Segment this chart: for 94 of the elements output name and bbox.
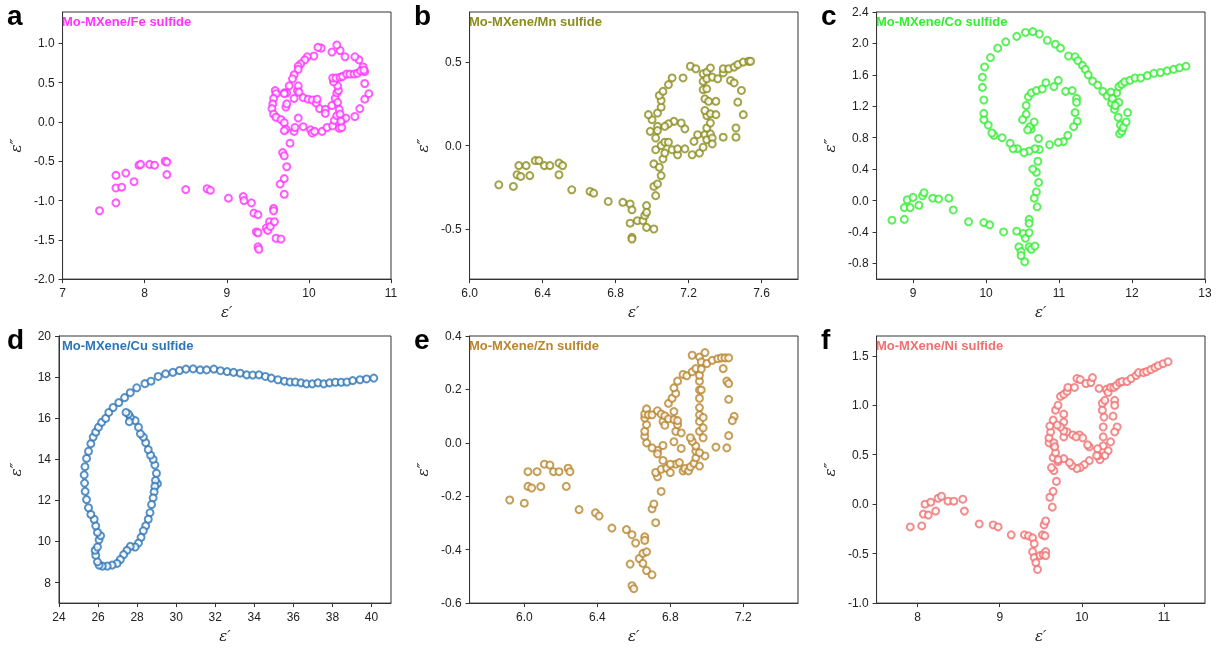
y-tick-label: 16 <box>37 411 52 426</box>
x-tick-label: 6.8 <box>661 610 679 625</box>
y-tick-label: 1.0 <box>851 398 869 413</box>
y-axis-title: ε″ <box>413 138 432 153</box>
x-tick-label: 7.6 <box>753 286 771 301</box>
y-tick-label: 1.6 <box>851 67 869 82</box>
x-tick-label: 28 <box>130 610 145 625</box>
y-tick-label: 0.0 <box>851 497 869 512</box>
x-tick-label: 11 <box>384 286 398 301</box>
chart-title: f <box>821 323 831 355</box>
x-tick-label: 36 <box>286 610 301 625</box>
text: Mo-MXene/Ni sulfide <box>876 337 1004 353</box>
chart-title: e <box>414 323 430 355</box>
series-label: Mo-MXene/Cu sulfide <box>62 337 194 353</box>
y-tick-label: -2.0 <box>33 272 55 287</box>
x-tick-label: 10 <box>1075 610 1089 625</box>
y-tick-label: -0.5 <box>847 546 869 561</box>
y-tick-label: -0.4 <box>440 542 462 557</box>
x-tick-label: 9 <box>909 286 917 301</box>
y-axis-title: ε″ <box>820 138 839 153</box>
y-tick-label: 0.0 <box>444 138 462 153</box>
x-tick-label: 6.8 <box>607 286 625 301</box>
x-tick-label: 6.4 <box>534 286 552 301</box>
y-tick-label: 20 <box>37 329 52 343</box>
y-tick-label: 0.4 <box>444 329 462 343</box>
y-tick-label: 0.0 <box>444 435 462 450</box>
x-tick-label: 6.0 <box>515 610 533 625</box>
x-axis-title: ε′ <box>219 626 232 645</box>
y-tick-label: -1.0 <box>847 596 869 611</box>
x-axis-title: ε′ <box>628 626 641 645</box>
x-tick-label: 8 <box>141 286 149 301</box>
x-tick-label: 9 <box>223 286 231 301</box>
x-tick-label: 34 <box>247 610 262 625</box>
x-tick-label: 24 <box>52 610 66 625</box>
x-tick-label: 30 <box>169 610 184 625</box>
y-tick-label: 0.5 <box>851 447 869 462</box>
y-tick-label: 0.0 <box>851 193 869 208</box>
x-tick-label: 26 <box>91 610 106 625</box>
x-tick-label: 7.2 <box>680 286 698 301</box>
x-tick-label: 6.4 <box>588 610 606 625</box>
text: Mo-MXene/Zn sulfide <box>469 337 599 353</box>
y-tick-label: -0.8 <box>847 256 869 271</box>
y-tick-label: -0.6 <box>440 596 462 611</box>
y-tick-label: 2.4 <box>851 5 869 19</box>
chart-title: c <box>821 0 837 31</box>
y-tick-label: 18 <box>37 370 52 385</box>
y-tick-label: 0.2 <box>444 382 462 397</box>
y-axis-title: ε″ <box>820 462 839 477</box>
x-axis-title: ε′ <box>628 302 641 321</box>
x-tick-label: 32 <box>208 610 223 625</box>
y-tick-label: -0.4 <box>847 224 869 239</box>
y-tick-label: -0.2 <box>440 489 462 504</box>
y-tick-label: 14 <box>37 452 52 467</box>
y-tick-label: 0.5 <box>444 55 462 70</box>
x-axis-title: ε′ <box>1035 302 1048 321</box>
y-tick-label: 1.0 <box>37 36 55 51</box>
y-tick-label: 1.5 <box>851 348 869 363</box>
y-tick-label: 0.8 <box>851 130 869 145</box>
y-axis-title: ε″ <box>6 138 25 153</box>
y-tick-label: 0.4 <box>851 162 869 177</box>
x-axis-title: ε′ <box>1035 626 1048 645</box>
y-tick-label: 12 <box>37 493 52 508</box>
chart-title: d <box>7 323 25 355</box>
x-tick-label: 6.0 <box>461 286 479 301</box>
y-tick-label: -1.5 <box>33 232 55 247</box>
y-tick-label: 0.5 <box>37 75 55 90</box>
y-tick-label: -1.0 <box>33 193 55 208</box>
y-axis-title: ε″ <box>6 462 25 477</box>
chart-title: a <box>7 0 23 31</box>
chart-title: b <box>414 0 432 31</box>
x-tick-label: 7 <box>59 286 67 301</box>
x-tick-label: 7.2 <box>734 610 752 625</box>
x-tick-label: 8 <box>914 610 922 625</box>
text: Mo-MXene/Mn sulfide <box>469 13 602 29</box>
text: Mo-MXene/Fe sulfide <box>62 13 192 29</box>
x-tick-label: 13 <box>1198 286 1212 301</box>
x-axis-title: ε′ <box>221 302 234 321</box>
series-label: Mo-MXene/Co sulfide <box>876 13 1008 29</box>
x-tick-label: 10 <box>979 286 994 301</box>
x-tick-label: 10 <box>302 286 316 301</box>
y-tick-label: 10 <box>37 534 52 549</box>
y-tick-label: 2.0 <box>851 36 869 51</box>
y-tick-label: -0.5 <box>33 154 55 169</box>
x-tick-label: 40 <box>364 610 379 625</box>
y-tick-label: 1.2 <box>851 99 869 114</box>
x-tick-label: 11 <box>1052 286 1066 301</box>
y-axis-title: ε″ <box>413 462 432 477</box>
x-tick-label: 38 <box>325 610 340 625</box>
x-tick-label: 9 <box>996 610 1004 625</box>
y-tick-label: 0.0 <box>37 114 55 129</box>
y-tick-label: -0.5 <box>440 222 462 237</box>
y-tick-label: 8 <box>44 575 52 590</box>
x-tick-label: 12 <box>1125 286 1140 301</box>
x-tick-label: 11 <box>1157 610 1171 625</box>
